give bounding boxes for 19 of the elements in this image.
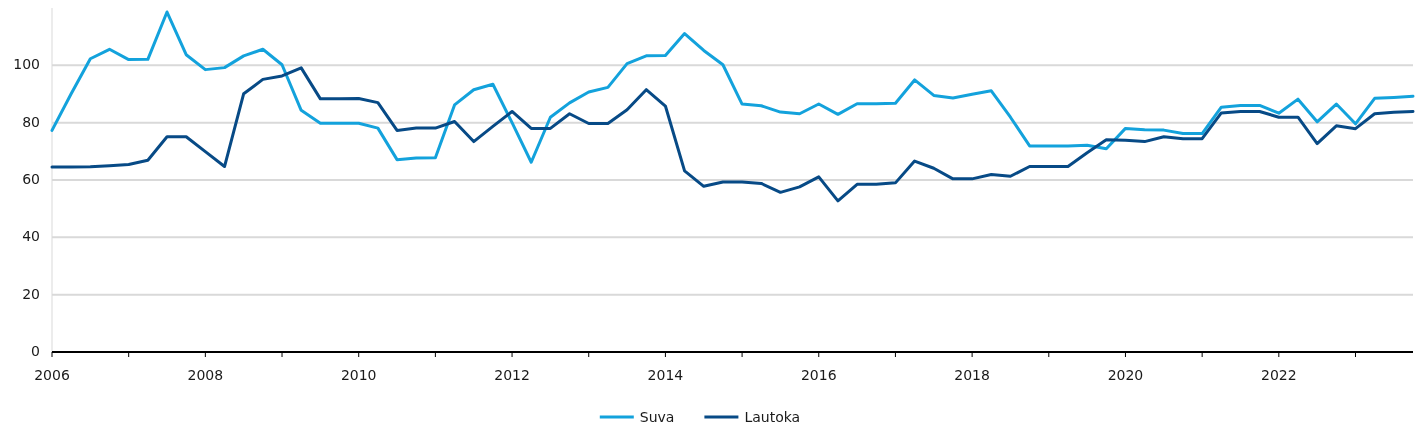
y-tick-label: 80	[22, 113, 40, 130]
y-tick-label: 100	[13, 56, 40, 73]
y-tick-label: 60	[22, 171, 40, 187]
x-tick-label: 2012	[494, 367, 530, 383]
x-tick-label: 2016	[800, 367, 837, 383]
x-tick-label: 2006	[34, 367, 70, 383]
x-tick-label: 2010	[340, 367, 377, 383]
legend-label: Suva	[639, 409, 675, 425]
x-tick-label: 2018	[954, 367, 990, 383]
x-tick-label: 2020	[1107, 367, 1144, 383]
line-series	[50, 10, 1415, 164]
legend-label: Lautoka	[744, 409, 801, 425]
line-series	[50, 66, 1415, 203]
y-tick-label: 0	[31, 343, 40, 359]
y-tick-label: 40	[22, 228, 40, 245]
y-tick-label: 20	[22, 285, 40, 302]
x-tick-label: 2022	[1261, 367, 1297, 383]
x-tick-label: 2014	[647, 367, 684, 383]
x-tick-label: 2008	[187, 367, 224, 383]
